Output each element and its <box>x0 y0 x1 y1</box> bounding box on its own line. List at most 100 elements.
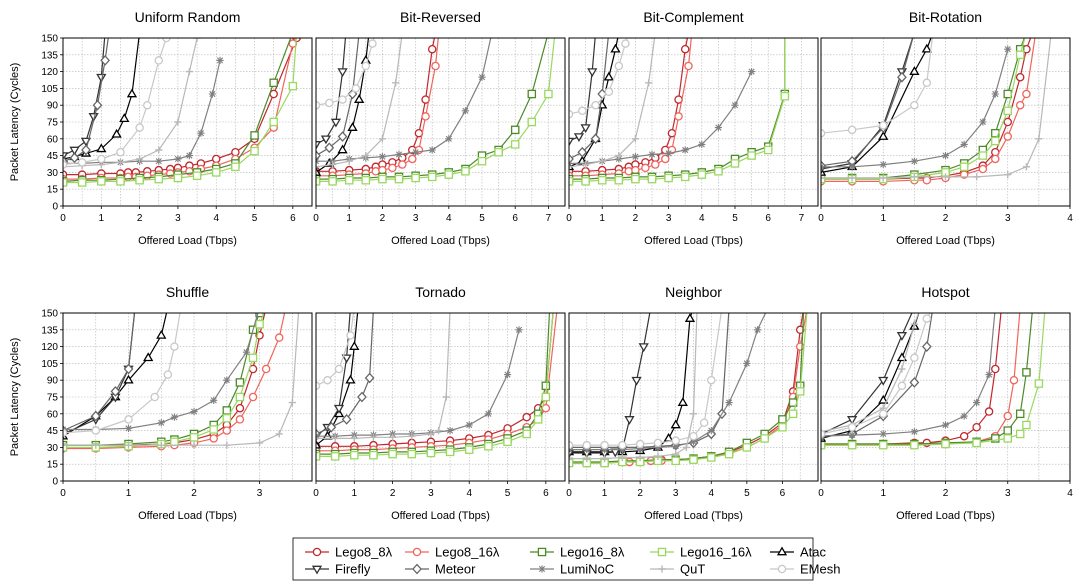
data-point <box>665 149 673 157</box>
panel-title: Bit-Reversed <box>400 9 481 25</box>
data-point <box>126 88 138 98</box>
data-point <box>378 153 386 161</box>
panel-title: Shuffle <box>166 284 210 300</box>
data-point <box>211 168 221 177</box>
data-point <box>407 449 417 459</box>
x-tick-label: 2 <box>191 488 197 499</box>
data-point <box>324 142 335 154</box>
x-tick-label: 0 <box>60 213 66 224</box>
data-point <box>223 376 231 384</box>
data-point <box>100 55 111 66</box>
data-point <box>682 443 690 451</box>
data-point <box>795 342 805 351</box>
data-point <box>631 174 640 184</box>
legend-item: Lego16_16λ <box>650 545 752 560</box>
data-point <box>577 146 588 158</box>
data-point <box>697 170 707 179</box>
data-point <box>354 94 365 103</box>
panel-title: Tornado <box>415 284 466 300</box>
series-line <box>63 313 265 448</box>
data-point <box>1015 409 1025 419</box>
data-point <box>124 441 133 449</box>
x-tick-label: 4 <box>213 213 219 224</box>
data-point <box>941 152 950 160</box>
legend-item: Firefly <box>305 562 371 577</box>
data-point <box>464 445 474 454</box>
data-point <box>242 348 251 356</box>
data-point <box>879 174 887 182</box>
data-point <box>248 353 258 363</box>
data-point <box>730 159 740 168</box>
data-point <box>714 167 723 176</box>
x-axis-label: Offered Load (Tbps) <box>644 235 743 247</box>
x-tick-label: 1 <box>880 213 886 224</box>
data-point <box>780 91 790 101</box>
data-point <box>325 98 334 108</box>
data-point <box>753 326 762 334</box>
data-point <box>235 415 245 424</box>
data-point <box>369 450 378 460</box>
data-point <box>116 158 125 166</box>
legend-label: Lego8_16λ <box>435 545 500 560</box>
data-point <box>231 162 240 172</box>
data-point <box>157 441 165 449</box>
data-point <box>959 162 969 172</box>
data-point <box>269 78 278 88</box>
data-point <box>922 314 932 323</box>
data-point <box>411 173 420 183</box>
legend-label: LumiNoC <box>560 562 614 577</box>
series-line <box>569 313 805 463</box>
data-point <box>788 409 798 419</box>
data-point <box>316 150 321 161</box>
data-point <box>250 146 259 156</box>
data-point <box>445 447 455 457</box>
data-point <box>69 146 80 156</box>
data-point <box>316 166 322 176</box>
data-point <box>185 68 194 76</box>
data-point <box>991 434 1000 443</box>
data-point <box>621 39 630 48</box>
data-point <box>689 455 698 464</box>
data-point <box>533 415 543 424</box>
series-line <box>821 38 1052 179</box>
series-group <box>316 313 558 461</box>
data-point <box>960 140 968 148</box>
data-point <box>541 381 551 391</box>
data-point <box>631 153 639 161</box>
y-tick-label: 60 <box>47 409 59 420</box>
x-tick-label: 3 <box>413 213 419 224</box>
x-tick-label: 1 <box>602 488 608 499</box>
y-tick-label: 150 <box>41 309 58 320</box>
data-point <box>96 73 107 83</box>
data-point <box>503 371 512 379</box>
data-point <box>1015 429 1025 439</box>
data-point <box>110 386 121 397</box>
data-point <box>250 131 259 140</box>
x-tick-label: 1 <box>126 488 132 499</box>
data-point <box>255 319 264 329</box>
data-point <box>960 412 968 420</box>
data-point <box>725 399 733 407</box>
data-point <box>96 143 107 153</box>
data-point <box>910 173 918 181</box>
data-point <box>1003 434 1013 443</box>
data-point <box>333 404 345 414</box>
data-point <box>156 329 167 339</box>
data-point <box>661 154 670 164</box>
data-point <box>190 441 198 449</box>
legend-item: QuT <box>650 562 705 577</box>
x-tick-label: 3 <box>666 213 672 224</box>
data-point <box>671 456 680 466</box>
legend-marker <box>537 547 547 557</box>
data-point <box>123 374 134 384</box>
data-point <box>477 156 487 166</box>
data-point <box>341 414 352 425</box>
data-point <box>428 146 436 154</box>
data-point <box>763 145 773 155</box>
data-point <box>394 174 404 184</box>
data-point <box>724 449 734 459</box>
data-point <box>742 443 752 452</box>
data-point <box>1015 100 1025 110</box>
data-point <box>261 364 271 374</box>
data-point <box>541 392 551 402</box>
